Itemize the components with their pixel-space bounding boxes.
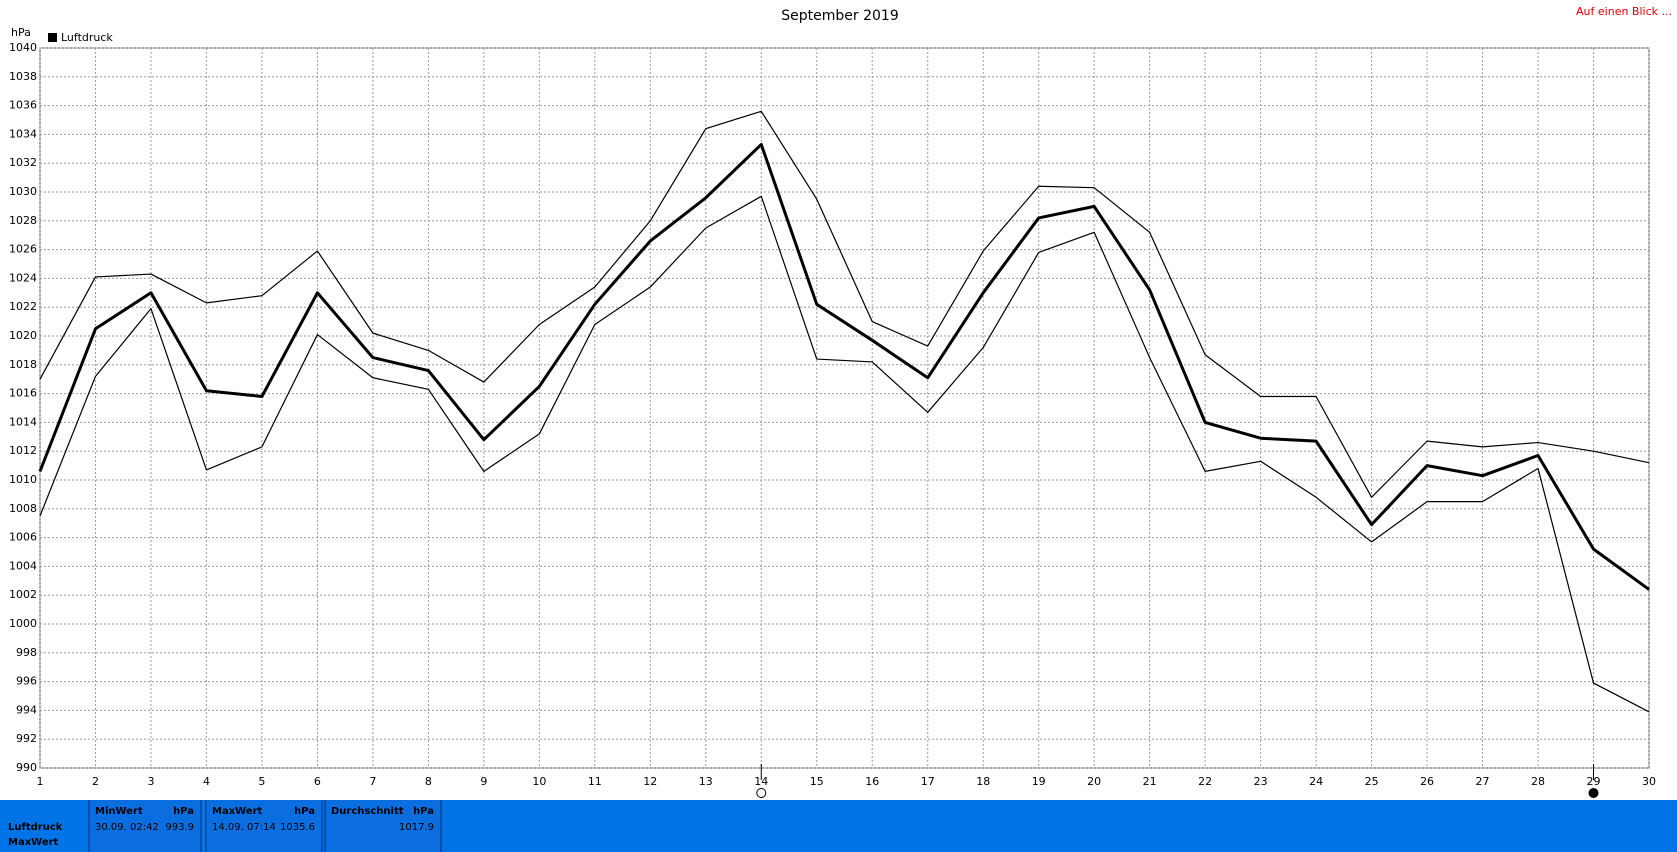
row-label: MaxWert	[8, 837, 59, 848]
x-tick-label: 6	[314, 775, 321, 788]
x-tick-label: 25	[1365, 775, 1379, 788]
x-tick-label: 27	[1476, 775, 1490, 788]
row-labels: Luftdruck MaxWert	[0, 800, 86, 852]
y-tick-label: 1012	[9, 444, 37, 457]
y-tick-label: 998	[16, 646, 37, 659]
cell-value: 993.9	[165, 822, 194, 833]
x-tick-label: 30	[1642, 775, 1656, 788]
cell-unit: hPa	[413, 806, 434, 817]
y-tick-label: 1034	[9, 127, 37, 140]
x-tick-label: 19	[1032, 775, 1046, 788]
x-tick-label: 18	[976, 775, 990, 788]
x-tick-label: 12	[643, 775, 657, 788]
cell-title: MinWert	[95, 806, 143, 817]
y-tick-label: 1016	[9, 387, 37, 400]
moon-marker	[1588, 788, 1599, 798]
x-tick-label: 8	[425, 775, 432, 788]
x-tick-label: 9	[480, 775, 487, 788]
cell-time: 14.09. 07:14	[212, 822, 276, 833]
y-tick-label: 1036	[9, 99, 37, 112]
legend-swatch	[48, 33, 57, 42]
x-tick-label: 16	[865, 775, 879, 788]
cell-value: 1017.9	[399, 822, 434, 833]
cell-title: Durchschnitt	[331, 806, 404, 817]
y-tick-label: 1028	[9, 214, 37, 227]
line-series	[38, 142, 1650, 591]
y-tick-label: 996	[16, 675, 37, 688]
y-tick-label: 1002	[9, 588, 37, 601]
x-tick-label: 28	[1531, 775, 1545, 788]
x-tick-label: 1	[37, 775, 44, 788]
y-tick-label: 1032	[9, 156, 37, 169]
cell-unit: hPa	[294, 806, 315, 817]
line-series	[39, 195, 1650, 713]
y-tick-label: 990	[16, 761, 37, 774]
cell-value: 1035.6	[280, 822, 315, 833]
y-tick-label: 1008	[9, 502, 37, 515]
x-tick-label: 15	[810, 775, 824, 788]
y-tick-label: 1000	[9, 617, 37, 630]
y-tick-label: 1014	[9, 415, 37, 428]
x-tick-label: 24	[1309, 775, 1323, 788]
y-tick-label: 1030	[9, 185, 37, 198]
x-tick-label: 2	[92, 775, 99, 788]
plot-area	[39, 47, 1650, 769]
x-tick-label: 29	[1587, 775, 1601, 788]
x-tick-label: 10	[532, 775, 546, 788]
y-tick-label: 1004	[9, 559, 37, 572]
x-tick-label: 23	[1254, 775, 1268, 788]
y-tick-label: 1022	[9, 300, 37, 313]
x-tick-label: 26	[1420, 775, 1434, 788]
y-tick-label: 992	[16, 732, 37, 745]
line-series	[39, 110, 1650, 498]
y-tick-label: 1038	[9, 70, 37, 83]
cell-title: MaxWert	[212, 806, 263, 817]
y-tick-label: 1024	[9, 271, 37, 284]
x-tick-label: 5	[258, 775, 265, 788]
x-tick-label: 20	[1087, 775, 1101, 788]
y-tick-label: 1010	[9, 473, 37, 486]
x-tick-label: 14	[754, 775, 768, 788]
summary-cell: MaxWert hPa 14.09. 07:14 1035.6	[205, 800, 323, 852]
y-tick-label: 1018	[9, 358, 37, 371]
summary-cell: MinWert hPa 30.09. 02:42 993.9	[88, 800, 202, 852]
y-axis-label: hPa	[11, 26, 31, 39]
summary-cell: Durchschnitt hPa 1017.9	[324, 800, 442, 852]
row-label: Luftdruck	[8, 822, 63, 833]
y-tick-label: 1020	[9, 329, 37, 342]
x-tick-label: 7	[369, 775, 376, 788]
cell-time: 30.09. 02:42	[95, 822, 159, 833]
summary-panel: Luftdruck MaxWert MinWert hPa 30.09. 02:…	[0, 800, 1677, 852]
y-tick-label: 1006	[9, 531, 37, 544]
cell-unit: hPa	[173, 806, 194, 817]
x-tick-label: 17	[921, 775, 935, 788]
link[interactable]: Auf einen Blick ...	[1576, 5, 1672, 18]
legend-label: Luftdruck	[61, 31, 113, 44]
y-tick-label: 1026	[9, 243, 37, 256]
chart-title: September 2019	[781, 8, 898, 24]
x-tick-label: 11	[588, 775, 602, 788]
chart: September 2019 Auf einen Blick ... hPa 9…	[9, 5, 1672, 798]
x-tick-label: 22	[1198, 775, 1212, 788]
x-tick-label: 21	[1143, 775, 1157, 788]
moon-marker	[756, 788, 767, 798]
x-tick-label: 3	[147, 775, 154, 788]
x-tick-label: 4	[203, 775, 210, 788]
x-tick-label: 13	[699, 775, 713, 788]
y-tick-label: 1040	[9, 41, 37, 54]
y-tick-label: 994	[16, 703, 37, 716]
